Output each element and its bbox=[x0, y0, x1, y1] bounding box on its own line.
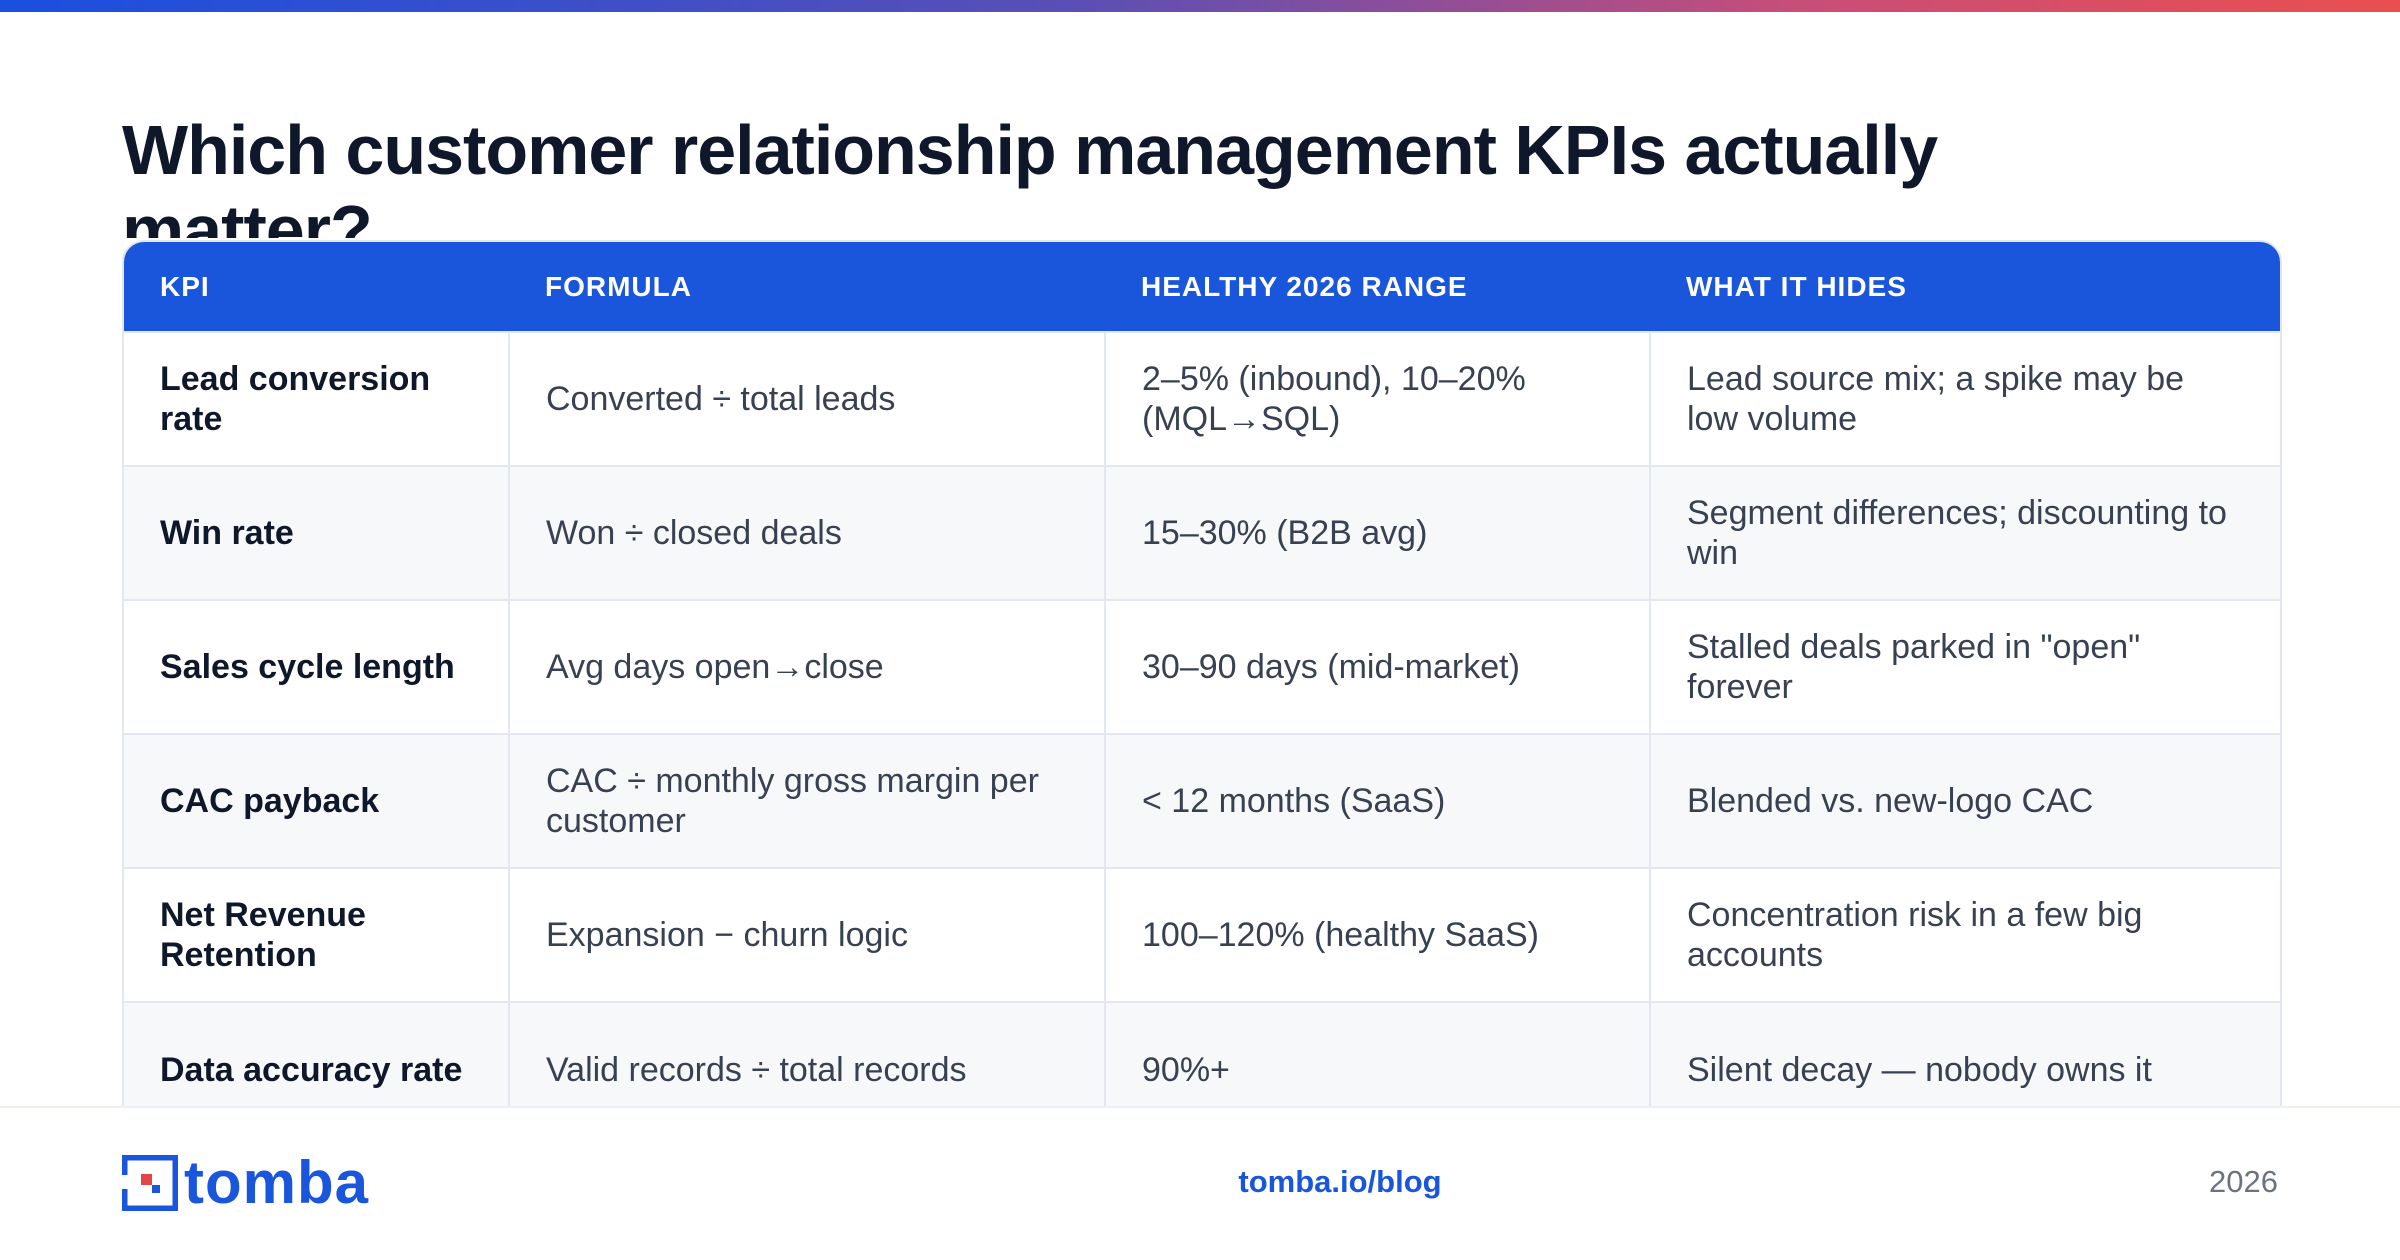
tomba-logo-mark-icon bbox=[122, 1155, 178, 1211]
footer bbox=[0, 1108, 2400, 1260]
kpi-cell: Win rate bbox=[124, 465, 509, 600]
table-row: Net Revenue Retention Expansion − churn … bbox=[124, 867, 2280, 1002]
hides-cell: Concentration risk in a few big accounts bbox=[1649, 867, 2280, 1002]
kpi-cell: Net Revenue Retention bbox=[124, 867, 509, 1002]
header-kpi: KPI bbox=[160, 270, 210, 302]
page-title: Which customer relationship management K… bbox=[122, 111, 1938, 238]
formula-cell: Expansion − churn logic bbox=[508, 867, 1105, 1002]
table-row: CAC payback CAC ÷ monthly gross margin p… bbox=[124, 733, 2280, 868]
range-cell: 15–30% (B2B avg) bbox=[1104, 465, 1650, 600]
hides-cell: Lead source mix; a spike may be low volu… bbox=[1649, 331, 2280, 466]
footer-year: 2026 bbox=[2209, 1164, 2278, 1199]
table-row: Sales cycle length Avg days open→close 3… bbox=[124, 599, 2280, 734]
table-row: Win rate Won ÷ closed deals 15–30% (B2B … bbox=[124, 465, 2280, 600]
range-cell: 100–120% (healthy SaaS) bbox=[1104, 867, 1650, 1002]
range-cell: 2–5% (inbound), 10–20% (MQL→SQL) bbox=[1104, 331, 1650, 466]
range-cell: < 12 months (SaaS) bbox=[1104, 733, 1650, 868]
blog-link[interactable]: tomba.io/blog bbox=[1238, 1164, 1442, 1199]
hides-cell: Blended vs. new-logo CAC bbox=[1649, 733, 2280, 868]
table-header-row: KPI FORMULA HEALTHY 2026 RANGE WHAT IT H… bbox=[124, 242, 2280, 332]
kpi-cell: Sales cycle length bbox=[124, 599, 509, 734]
header-what-it-hides: WHAT IT HIDES bbox=[1686, 270, 1907, 302]
range-cell: 30–90 days (mid-market) bbox=[1104, 599, 1650, 734]
formula-cell: Avg days open→close bbox=[508, 599, 1105, 734]
logo-wordmark: tomba bbox=[184, 1149, 369, 1216]
header-formula: FORMULA bbox=[545, 270, 692, 302]
kpi-table-card: KPI FORMULA HEALTHY 2026 RANGE WHAT IT H… bbox=[122, 240, 2282, 1140]
formula-cell: CAC ÷ monthly gross margin per customer bbox=[508, 733, 1105, 868]
formula-cell: Converted ÷ total leads bbox=[508, 331, 1105, 466]
top-gradient-bar bbox=[0, 0, 2400, 12]
hides-cell: Segment differences; discounting to win bbox=[1649, 465, 2280, 600]
header-healthy-range: HEALTHY 2026 RANGE bbox=[1141, 270, 1468, 302]
formula-cell: Won ÷ closed deals bbox=[508, 465, 1105, 600]
tomba-logo[interactable]: tomba bbox=[122, 1149, 369, 1216]
kpi-table: KPI FORMULA HEALTHY 2026 RANGE WHAT IT H… bbox=[124, 242, 2280, 1136]
table-row: Lead conversion rate Converted ÷ total l… bbox=[124, 331, 2280, 466]
hides-cell: Stalled deals parked in "open" forever bbox=[1649, 599, 2280, 734]
kpi-cell: Lead conversion rate bbox=[124, 331, 509, 466]
kpi-cell: CAC payback bbox=[124, 733, 509, 868]
footer-divider bbox=[0, 1106, 2400, 1108]
